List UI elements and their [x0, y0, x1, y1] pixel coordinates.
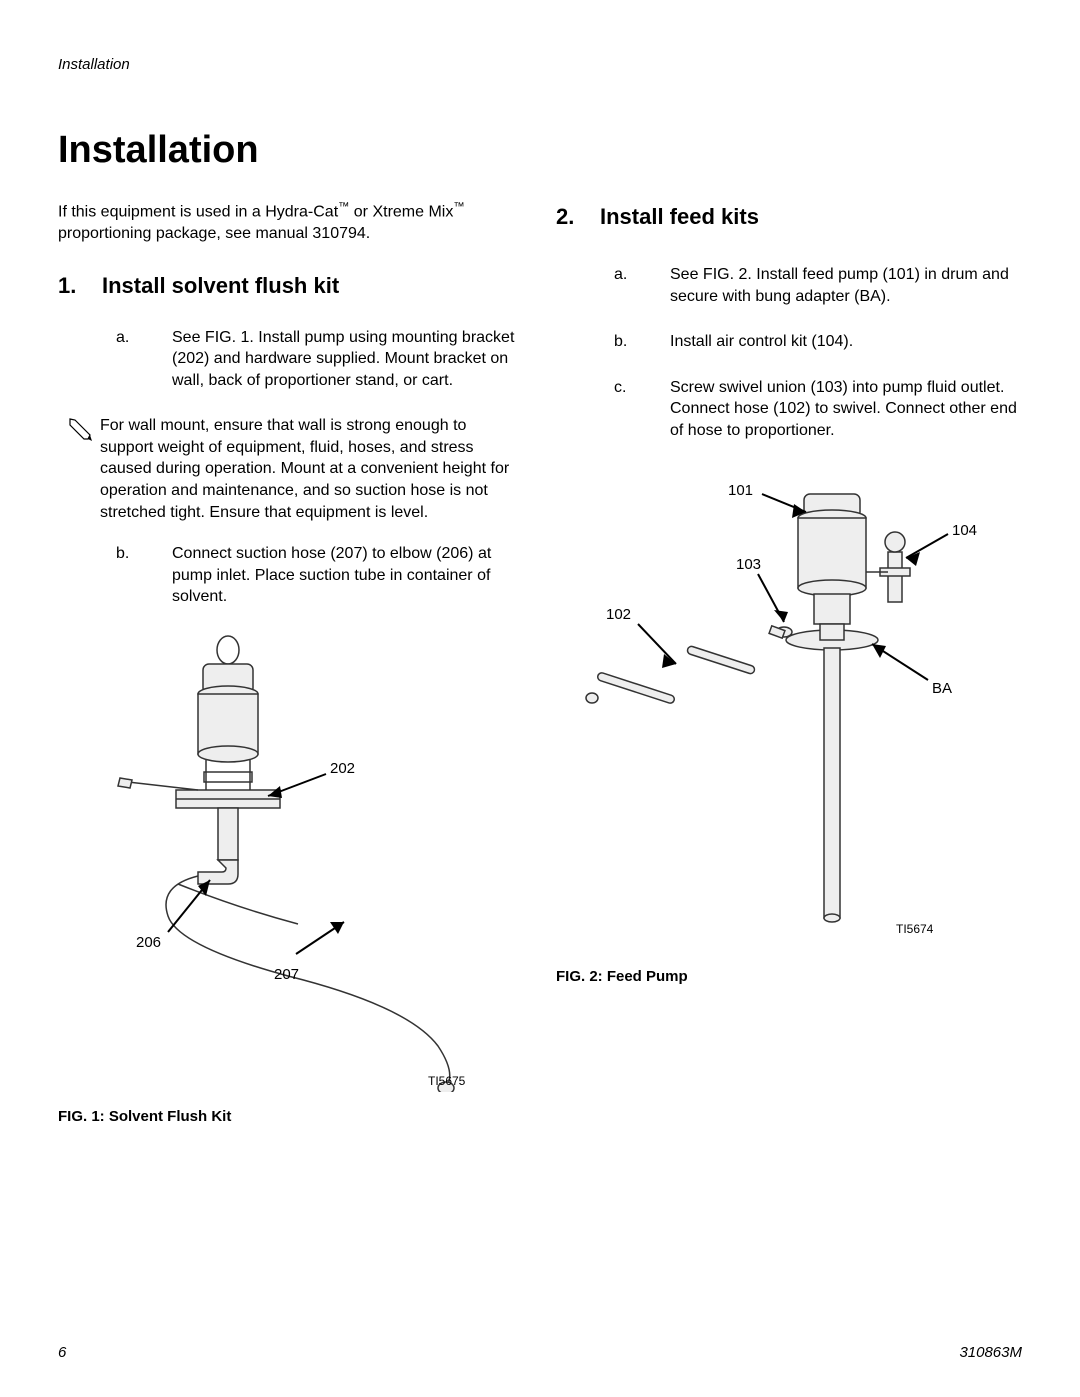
figure-2-caption: FIG. 2: Feed Pump [556, 968, 1022, 985]
callout-206: 206 [136, 934, 161, 951]
footer-page-num: 6 [58, 1344, 66, 1361]
note-text: For wall mount, ensure that wall is stro… [100, 415, 524, 523]
figure-1-ti: TI5675 [428, 1074, 465, 1088]
intro-prefix: If this equipment is used in a Hydra-Cat [58, 203, 338, 220]
section-2-step-a: a. See FIG. 2. Install feed pump (101) i… [614, 264, 1022, 307]
right-column: 2. Install feed kits a. See FIG. 2. Inst… [556, 200, 1022, 1125]
callout-102: 102 [606, 606, 631, 623]
page-title: Installation [58, 129, 1022, 172]
footer-doc-id: 310863M [959, 1344, 1022, 1361]
step-text: Install air control kit (104). [670, 331, 1022, 353]
page-footer: 6 310863M [58, 1344, 1022, 1361]
step-letter: a. [614, 264, 670, 307]
figure-1-caption: FIG. 1: Solvent Flush Kit [58, 1108, 524, 1125]
step-text: Connect suction hose (207) to elbow (206… [172, 543, 524, 608]
intro-suffix: proportioning package, see manual 310794… [58, 225, 370, 242]
figure-1-drawing [58, 632, 518, 1092]
section-2-title: Install feed kits [600, 204, 759, 230]
callout-207: 207 [274, 966, 299, 983]
section-2-step-b: b. Install air control kit (104). [614, 331, 1022, 353]
step-text: Screw swivel union (103) into pump fluid… [670, 377, 1022, 442]
figure-2-ti: TI5674 [896, 922, 933, 936]
figure-2-drawing [556, 472, 1016, 952]
callout-ba: BA [932, 680, 952, 697]
tm-2: ™ [453, 201, 464, 213]
section-1-step-b: b. Connect suction hose (207) to elbow (… [116, 543, 524, 608]
callout-104: 104 [952, 522, 977, 539]
intro-paragraph: If this equipment is used in a Hydra-Cat… [58, 200, 524, 245]
figure-2: 101 102 103 104 BA TI5674 [556, 472, 1022, 962]
section-1-num: 1. [58, 273, 102, 299]
step-letter: a. [116, 327, 172, 392]
pencil-icon [68, 417, 94, 448]
callout-103: 103 [736, 556, 761, 573]
section-2-step-c: c. Screw swivel union (103) into pump fl… [614, 377, 1022, 442]
left-column: If this equipment is used in a Hydra-Cat… [58, 200, 524, 1125]
running-head: Installation [58, 56, 1022, 73]
section-2-num: 2. [556, 204, 600, 230]
tm-1: ™ [338, 201, 349, 213]
section-1-heading: 1. Install solvent flush kit [58, 273, 524, 299]
step-letter: b. [614, 331, 670, 353]
step-text: See FIG. 1. Install pump using mounting … [172, 327, 524, 392]
step-letter: b. [116, 543, 172, 608]
figure-1: 202 206 207 TI5675 [58, 632, 524, 1102]
section-1-title: Install solvent flush kit [102, 273, 339, 299]
section-1-step-a: a. See FIG. 1. Install pump using mounti… [116, 327, 524, 392]
intro-middle: or Xtreme Mix [349, 203, 453, 220]
callout-101: 101 [728, 482, 753, 499]
step-letter: c. [614, 377, 670, 442]
wall-mount-note: For wall mount, ensure that wall is stro… [68, 415, 524, 523]
section-2-heading: 2. Install feed kits [556, 204, 1022, 230]
callout-202: 202 [330, 760, 355, 777]
step-text: See FIG. 2. Install feed pump (101) in d… [670, 264, 1022, 307]
